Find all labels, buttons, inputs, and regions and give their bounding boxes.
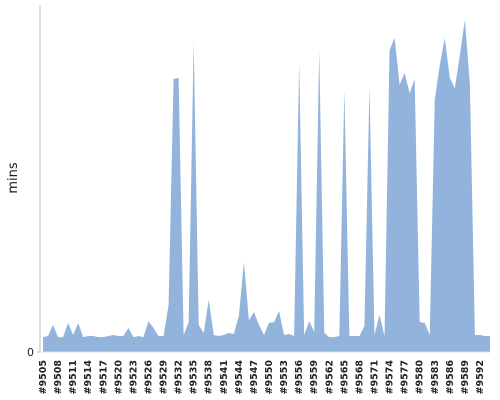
x-tick-label: #9535 [189,360,200,394]
x-tick-label: #9517 [98,360,109,394]
x-tick-label: #9538 [204,360,215,395]
y-tick-label: 0 [27,346,34,359]
x-tick-label: #9562 [324,360,335,394]
x-tick-label: #9577 [400,360,411,394]
x-tick-label: #9583 [430,360,441,394]
x-tick-label: #9544 [234,360,245,395]
x-tick-label: #9586 [445,360,456,395]
x-tick-label: #9529 [159,360,170,394]
x-tick-label: #9580 [415,360,426,395]
x-tick-label: #9565 [339,360,350,394]
x-tick-label: #9553 [279,360,290,394]
x-tick-label: #9520 [113,360,124,395]
x-tick-label: #9511 [68,360,79,394]
x-tick-label: #9523 [128,360,139,394]
x-tick-label: #9559 [309,360,320,394]
x-tick-label: #9532 [174,360,185,394]
x-tick-label: #9556 [294,360,305,395]
x-tick-label: #9508 [53,360,64,395]
x-tick-label: #9592 [475,360,486,394]
x-tick-label: #9574 [385,360,396,395]
x-tick-label: #9505 [38,360,49,394]
x-tick-label: #9571 [369,360,380,394]
x-tick-label: #9514 [83,360,94,395]
y-axis-label: mins [6,162,21,194]
x-tick-label: #9568 [354,360,365,395]
x-tick-label: #9550 [264,360,275,395]
area [43,19,490,353]
x-tick-label: #9526 [143,360,154,395]
x-tick-label: #9547 [249,360,260,394]
x-tick-label: #9541 [219,360,230,394]
x-tick-label: #9589 [460,360,471,394]
